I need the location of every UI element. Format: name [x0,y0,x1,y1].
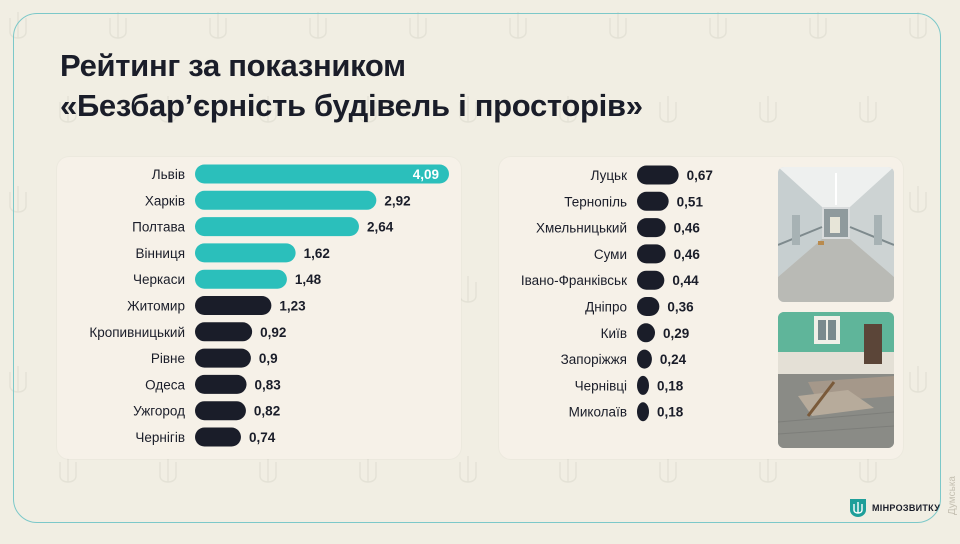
bar-value-label: 0,44 [672,273,699,288]
bar-value-label: 0,36 [667,300,694,315]
bar-category-label: Харків [145,193,185,208]
bar [195,243,296,262]
bar-category-label: Хмельницький [536,221,627,236]
bar-value-label: 0,82 [254,404,280,419]
bar-value-label: 0,18 [657,378,684,393]
bar-value-label: 0,51 [677,194,704,209]
bar-value-label: 0,92 [260,325,286,340]
corridor-photo [778,167,894,302]
bar [195,375,247,394]
yard-photo [778,312,894,448]
bar [195,217,359,236]
bar [637,244,666,263]
yard-image [778,312,894,448]
bar [637,297,659,316]
bar-category-label: Полтава [132,220,185,235]
bar-value-label: 4,09 [413,167,439,182]
bar [195,191,376,210]
bar-category-label: Рівне [151,351,185,366]
bar [195,322,252,341]
bar-value-label: 0,24 [660,352,687,367]
bar [195,401,246,420]
logo-text: МІНРОЗВИТКУ [872,503,940,513]
bar [637,166,679,185]
bar-category-label: Тернопіль [564,194,627,209]
bar-value-label: 2,92 [384,193,410,208]
bar [637,218,666,237]
bar-category-label: Ужгород [133,404,185,419]
bar-value-label: 0,67 [687,168,713,183]
bar [637,376,649,395]
bar-value-label: 0,18 [657,405,684,420]
bar-category-label: Івано-Франківськ [521,273,627,288]
bar-value-label: 0,9 [259,351,278,366]
bar-category-label: Миколаїв [569,405,627,420]
bar-category-label: Кропивницький [89,325,185,340]
bar-value-label: 0,29 [663,326,689,341]
bar-category-label: Запоріжжя [561,352,627,367]
bar-category-label: Чернігів [135,430,185,445]
source-watermark: Думська [947,476,958,515]
page-title: Рейтинг за показником «Безбар’єрність бу… [60,46,820,126]
corridor-image [778,167,894,302]
bar [195,349,251,368]
ministry-logo: МІНРОЗВИТКУ [849,498,940,518]
bar-category-label: Черкаси [133,272,185,287]
bar-value-label: 1,23 [279,299,306,314]
bar-category-label: Суми [594,247,627,262]
bar-value-label: 2,64 [367,220,394,235]
bar [195,165,449,184]
bar [637,402,649,421]
bar [637,192,669,211]
bar-value-label: 0,74 [249,430,276,445]
bar-category-label: Луцьк [591,168,628,183]
bar-category-label: Чернівці [575,378,627,393]
bar [195,270,287,289]
bar-category-label: Львів [152,167,185,182]
bar [195,428,241,447]
bar-category-label: Житомир [127,299,185,314]
trident-shield-icon [849,498,867,518]
bar-category-label: Дніпро [585,300,627,315]
title-line-2: «Безбар’єрність будівель і просторів» [60,86,820,126]
bar [637,323,655,342]
bar-value-label: 0,46 [674,221,701,236]
bar [195,296,271,315]
bar-value-label: 1,48 [295,272,322,287]
bar-value-label: 0,46 [674,247,701,262]
bar-category-label: Київ [601,326,627,341]
chart-panel-left: Львів 4,09 Харків 2,92 Полтава 2,64 Вінниця 1,6… [57,157,461,459]
bar-value-label: 0,83 [255,377,282,392]
bar [637,271,664,290]
bar-chart-left: Львів 4,09 Харків 2,92 Полтава 2,64 Вінниця 1,6… [57,157,461,459]
bar-value-label: 1,62 [304,246,330,261]
bar-category-label: Одеса [145,377,185,392]
title-line-1: Рейтинг за показником [60,46,820,86]
bar [637,350,652,369]
bar-category-label: Вінниця [136,246,186,261]
